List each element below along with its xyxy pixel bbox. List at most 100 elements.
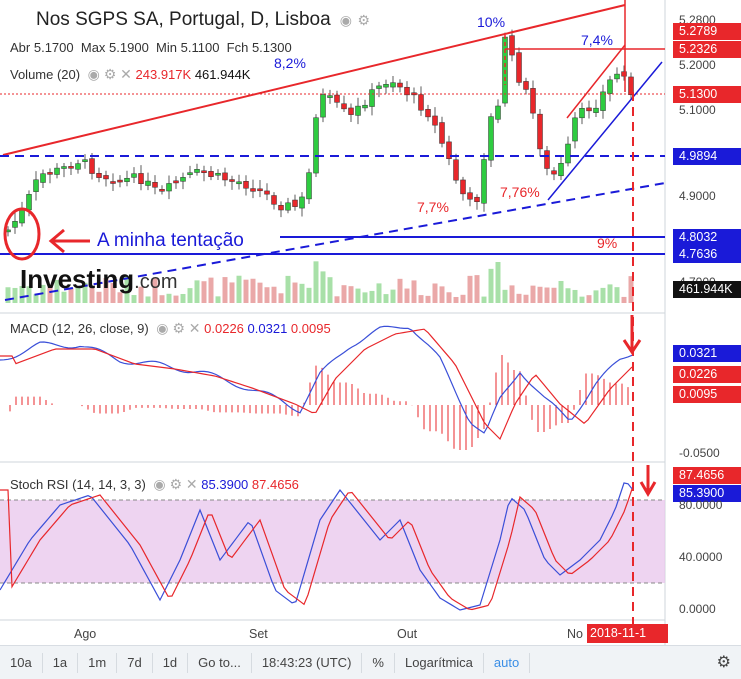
range-7d[interactable]: 7d	[117, 652, 153, 673]
candle	[320, 94, 326, 118]
rising-dashed-line	[4, 182, 666, 301]
eye-icon[interactable]: ◉ ⚙ ✕	[152, 320, 201, 336]
candle	[572, 117, 578, 142]
candle	[516, 52, 522, 83]
volume-ma-value: 461.944K	[194, 67, 251, 82]
volume-bar	[551, 287, 557, 303]
gear-icon[interactable]: ⚙	[357, 12, 370, 28]
macd-tick: -0.0500	[679, 446, 720, 460]
candle	[488, 116, 494, 161]
candle	[467, 192, 473, 200]
candle	[19, 208, 25, 224]
candle	[614, 73, 620, 80]
candle	[460, 179, 466, 195]
volume-bar	[47, 287, 53, 303]
price-pill: 5.1300	[673, 86, 741, 103]
candle	[334, 94, 340, 103]
candle	[341, 103, 347, 110]
high-label: Max	[80, 40, 106, 55]
volume-bar	[236, 275, 242, 303]
candle	[236, 181, 242, 185]
candle	[12, 221, 18, 228]
volume-bar	[607, 284, 613, 303]
candle	[474, 196, 480, 202]
investing-logo: Investing.com	[20, 264, 178, 294]
volume-bar	[159, 295, 165, 303]
price-pill: 4.9894	[673, 148, 741, 165]
chart-title: Nos SGPS SA, Portugal, D, Lisboa	[36, 9, 331, 30]
eye-icon[interactable]: ◉	[335, 12, 353, 28]
candle	[61, 166, 67, 169]
candle	[271, 195, 277, 205]
candle	[586, 107, 592, 112]
volume-label: Volume (20)	[10, 67, 81, 82]
volume-bar	[180, 293, 186, 303]
volume-bar	[628, 276, 634, 303]
range-1d[interactable]: 1d	[153, 652, 189, 673]
volume-bar	[537, 286, 543, 303]
range-1m[interactable]: 1m	[78, 652, 118, 673]
gear-icon[interactable]: ⚙	[716, 653, 731, 671]
candle	[201, 170, 207, 173]
eye-icon[interactable]: ◉ ⚙ ✕	[83, 66, 132, 82]
volume-bar	[250, 278, 256, 303]
stoch-pill: 87.4656	[673, 467, 741, 484]
time-tick: No	[567, 627, 583, 641]
stoch-k-line	[0, 482, 633, 611]
candle	[208, 171, 214, 177]
candle	[187, 172, 193, 175]
macd-signal-line	[0, 328, 633, 441]
candle	[40, 173, 46, 183]
volume-bar	[152, 277, 158, 303]
auto-toggle[interactable]: auto	[484, 652, 531, 673]
volume-bar	[544, 287, 550, 303]
volume-bar	[579, 296, 585, 303]
macd-pill: 0.0095	[673, 386, 741, 403]
volume-bar	[530, 285, 536, 303]
candle	[264, 190, 270, 195]
range-10a[interactable]: 10a	[0, 652, 43, 673]
eye-icon[interactable]: ◉ ⚙ ✕	[149, 476, 198, 492]
stoch-value: 85.3900	[201, 477, 249, 492]
log-toggle[interactable]: Logarítmica	[395, 652, 484, 673]
candle	[397, 82, 403, 88]
candle	[299, 196, 305, 209]
blue-channel-line	[547, 61, 663, 201]
macd-histogram	[9, 355, 629, 450]
open-label: Abr	[10, 40, 31, 55]
go-to-button[interactable]: Go to...	[188, 652, 252, 673]
candle	[481, 159, 487, 204]
candle	[159, 189, 165, 192]
volume-bar	[418, 295, 424, 303]
volume-bar	[271, 286, 277, 303]
price-pill: 5.2789	[673, 23, 741, 40]
volume-bar	[131, 295, 137, 303]
volume-bar	[285, 275, 291, 303]
range-1a[interactable]: 1a	[43, 652, 79, 673]
close-label: Fch	[226, 40, 249, 55]
volume-row: Volume (20) ◉ ⚙ ✕ 243.917K 461.944K	[10, 66, 250, 83]
volume-bar	[75, 287, 81, 303]
arrow-down-icon	[622, 315, 642, 355]
volume-bar	[117, 292, 123, 303]
volume-bar	[257, 282, 263, 303]
percent-toggle[interactable]: %	[362, 652, 395, 673]
candle	[194, 169, 200, 173]
bottom-toolbar: 10a 1a 1m 7d 1d Go to... 18:43:23 (UTC) …	[0, 645, 741, 679]
candle	[215, 172, 221, 176]
candle	[166, 183, 172, 192]
volume-bar	[96, 291, 102, 303]
candle	[369, 89, 375, 107]
annotation-text: A minha tentação	[97, 230, 244, 251]
volume-bar	[425, 295, 431, 303]
volume-bar	[208, 277, 214, 303]
volume-bar	[229, 282, 235, 303]
stoch-d-line	[0, 488, 633, 611]
volume-bar	[523, 294, 529, 303]
candle	[383, 84, 389, 88]
macd-line	[0, 325, 633, 434]
annotation-pct: 7,4%	[581, 32, 613, 48]
candle	[257, 188, 263, 192]
volume-bar	[593, 290, 599, 303]
